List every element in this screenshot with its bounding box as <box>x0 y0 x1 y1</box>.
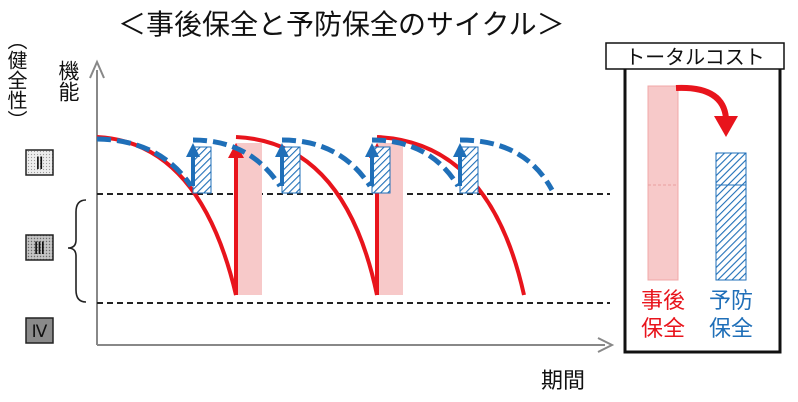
total-cost-panel: トータルコスト 事後 保全 予防 保全 <box>605 42 785 354</box>
x-axis-arrowhead <box>597 337 615 353</box>
cost-reduction-arrow <box>675 84 729 119</box>
svg-text:Ⅲ: Ⅲ <box>34 239 46 259</box>
corrective-cost-bar <box>647 85 679 281</box>
level-box-3: Ⅲ <box>25 234 54 261</box>
y-axis-label-main: 機能 <box>56 60 80 102</box>
level-box-2: Ⅱ <box>25 149 54 176</box>
y-axis-arrowhead <box>89 59 105 79</box>
preventive-cycle <box>96 136 555 194</box>
preventive-decay-curve-5 <box>459 137 555 192</box>
svg-text:Ⅳ: Ⅳ <box>32 322 48 342</box>
corrective-decay-curve-1 <box>96 135 238 296</box>
total-cost-title: トータルコスト <box>625 45 765 69</box>
preventive-decay-curve-1 <box>96 136 194 188</box>
preventive-repair-arrowhead-2 <box>275 143 289 157</box>
preventive-repair-arrowhead-3 <box>365 143 379 157</box>
preventive-cost-bar <box>715 152 747 281</box>
corrective-label-line2: 保全 <box>641 317 685 342</box>
preventive-decay-curve-3 <box>281 137 373 188</box>
cost-reduction-arrowhead <box>714 116 738 137</box>
level-3-brace <box>67 199 87 303</box>
axes <box>89 59 615 353</box>
level-box-4: Ⅳ <box>25 317 54 344</box>
preventive-decay-curve-4 <box>371 137 461 188</box>
corrective-repair-bar-1 <box>236 143 262 295</box>
x-axis-label: 期間 <box>541 369 585 394</box>
preventive-label-line1: 予防 <box>709 289 753 314</box>
corrective-label-line1: 事後 <box>641 289 685 314</box>
preventive-decay-curve-2 <box>192 137 283 188</box>
corrective-decay-curve-2 <box>235 135 379 296</box>
preventive-repair-arrowhead-4 <box>453 143 467 157</box>
diagram-title: ＜事後保全と予防保全のサイクル＞ <box>118 8 565 41</box>
total-cost-title-box <box>605 42 785 70</box>
svg-text:Ⅱ: Ⅱ <box>35 154 43 174</box>
y-axis-label-sub: （健全性） <box>4 30 28 130</box>
preventive-repair-arrowhead-1 <box>186 143 200 157</box>
preventive-label-line2: 保全 <box>709 317 753 342</box>
